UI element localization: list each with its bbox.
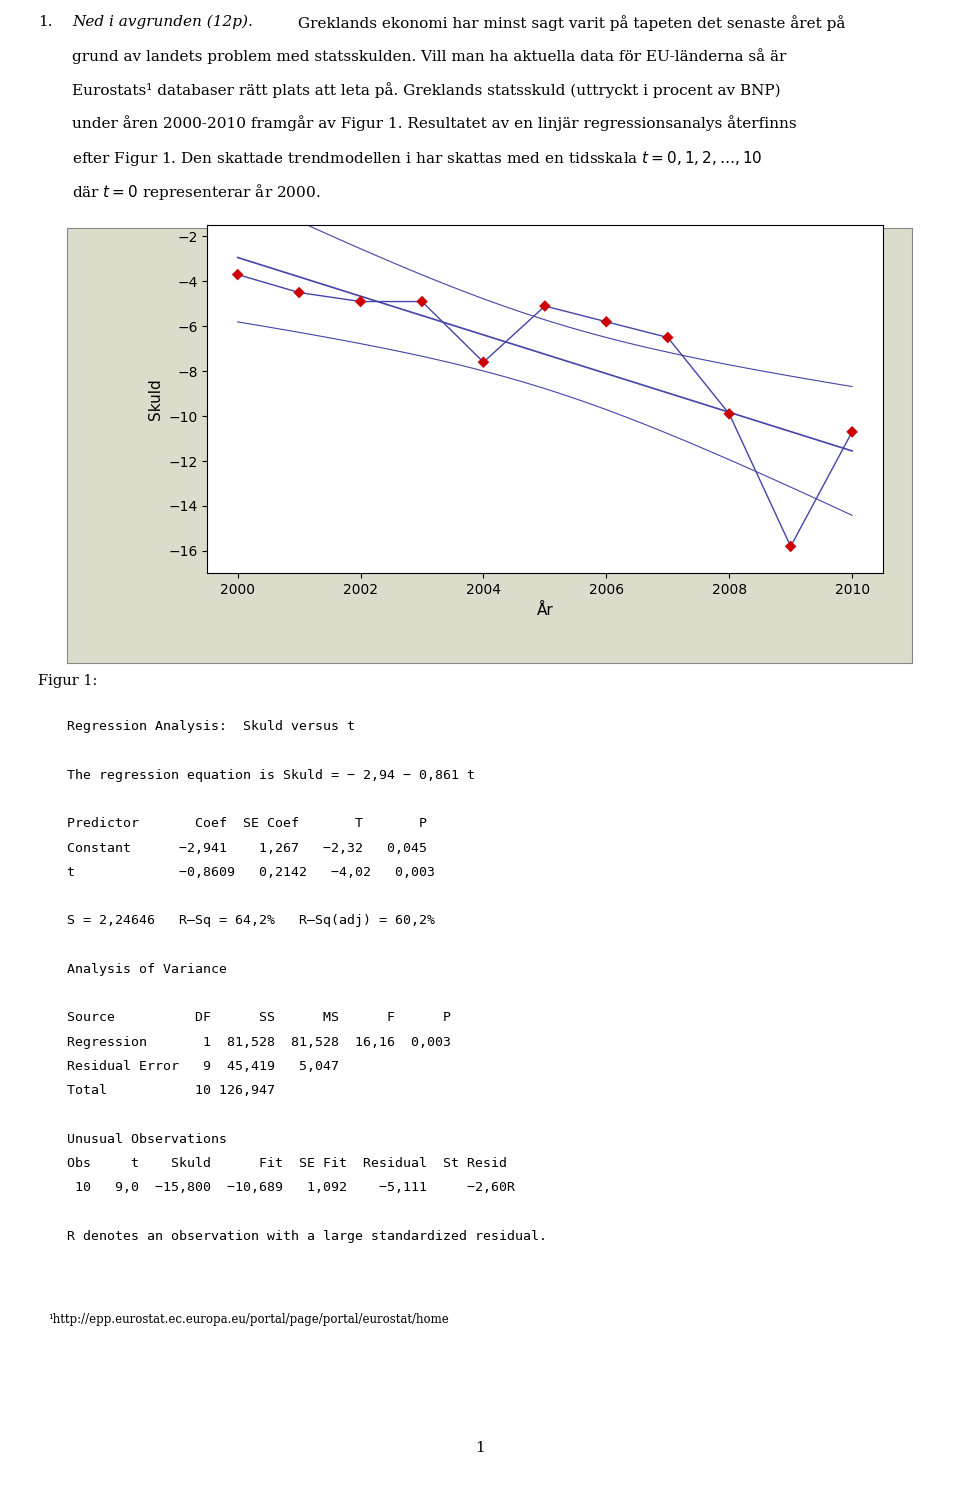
Text: Predictor       Coef  SE Coef       T       P: Predictor Coef SE Coef T P [67, 818, 427, 830]
Point [783, 534, 799, 558]
Text: Obs     t    Skuld      Fit  SE Fit  Residual  St Resid: Obs t Skuld Fit SE Fit Residual St Resid [67, 1157, 507, 1169]
Text: Residual Error   9  45,419   5,047: Residual Error 9 45,419 5,047 [67, 1060, 339, 1073]
Text: R denotes an observation with a large standardized residual.: R denotes an observation with a large st… [67, 1229, 547, 1243]
Point [353, 290, 369, 314]
Text: Scatterplot of Skuld vs År: Scatterplot of Skuld vs År [369, 246, 611, 267]
Text: där $t = 0$ representerar år 2000.: där $t = 0$ representerar år 2000. [72, 182, 321, 203]
Point [845, 420, 860, 444]
Y-axis label: Skuld: Skuld [148, 378, 163, 420]
Point [660, 326, 676, 350]
Text: Analysis of Variance: Analysis of Variance [67, 964, 228, 976]
Point [230, 263, 246, 287]
Text: ¹http://epp.eurostat.ec.europa.eu/portal/page/portal/eurostat/home: ¹http://epp.eurostat.ec.europa.eu/portal… [48, 1313, 448, 1327]
Text: The regression equation is Skuld = − 2,94 − 0,861 t: The regression equation is Skuld = − 2,9… [67, 769, 475, 782]
Text: Figur 1:: Figur 1: [38, 674, 98, 689]
Text: S = 2,24646   R–Sq = 64,2%   R–Sq(adj) = 60,2%: S = 2,24646 R–Sq = 64,2% R–Sq(adj) = 60,… [67, 914, 435, 928]
Text: Constant      −2,941    1,267   −2,32   0,045: Constant −2,941 1,267 −2,32 0,045 [67, 842, 427, 854]
Text: Regression Analysis:  Skuld versus t: Regression Analysis: Skuld versus t [67, 720, 355, 734]
Text: Total           10 126,947: Total 10 126,947 [67, 1084, 276, 1097]
Point [415, 290, 430, 314]
Text: Unusual Observations: Unusual Observations [67, 1133, 228, 1145]
Text: Source          DF      SS      MS      F      P: Source DF SS MS F P [67, 1012, 451, 1024]
X-axis label: År: År [537, 603, 553, 618]
Point [599, 309, 614, 333]
Point [476, 350, 492, 374]
Point [538, 294, 553, 318]
Text: efter Figur 1. Den skattade trendmodellen i har skattas med en tidsskala $t = 0,: efter Figur 1. Den skattade trendmodelle… [72, 149, 763, 168]
Point [292, 281, 307, 305]
Text: 10   9,0  −15,800  −10,689   1,092    −5,111     −2,60R: 10 9,0 −15,800 −10,689 1,092 −5,111 −2,6… [67, 1181, 516, 1195]
Text: Greklands ekonomi har minst sagt varit på tapeten det senaste året på: Greklands ekonomi har minst sagt varit p… [293, 15, 845, 32]
Text: grund av landets problem med statsskulden. Vill man ha aktuella data för EU-länd: grund av landets problem med statsskulde… [72, 48, 786, 65]
Text: Ned i avgrunden (12p).: Ned i avgrunden (12p). [72, 15, 253, 30]
Text: t             −0,8609   0,2142   −4,02   0,003: t −0,8609 0,2142 −4,02 0,003 [67, 866, 435, 880]
Text: 1.: 1. [38, 15, 53, 29]
Text: under åren 2000-2010 framgår av Figur 1. Resultatet av en linjär regressionsanal: under åren 2000-2010 framgår av Figur 1.… [72, 116, 797, 131]
Point [722, 402, 737, 426]
Text: 1: 1 [475, 1441, 485, 1456]
Text: Regression       1  81,528  81,528  16,16  0,003: Regression 1 81,528 81,528 16,16 0,003 [67, 1036, 451, 1049]
Text: Eurostats¹ databaser rätt plats att leta på. Greklands statsskuld (uttryckt i pr: Eurostats¹ databaser rätt plats att leta… [72, 83, 780, 98]
